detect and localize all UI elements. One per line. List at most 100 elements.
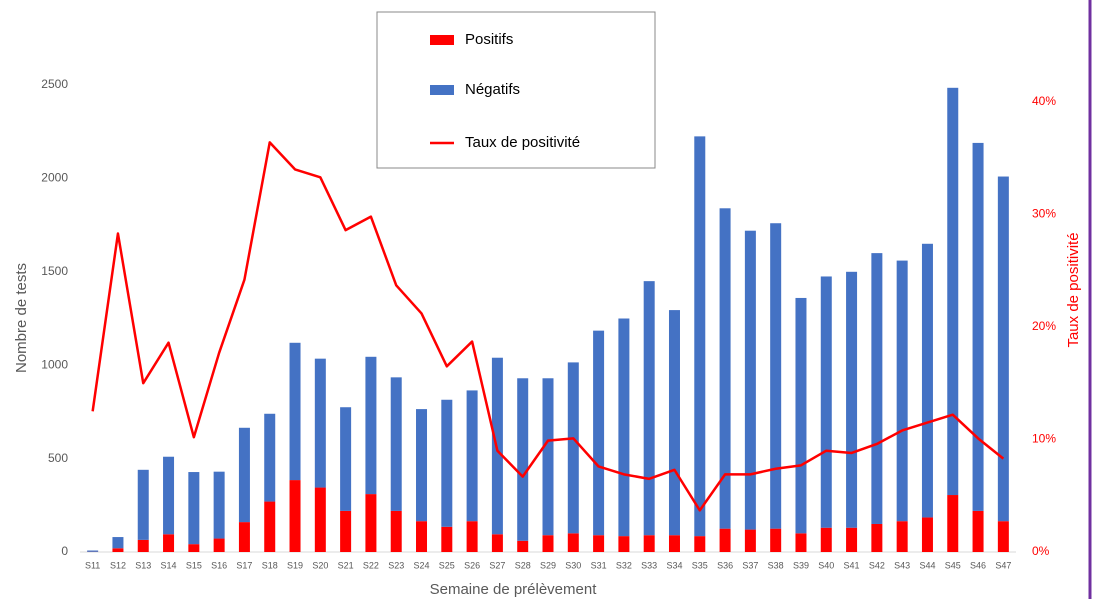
bar bbox=[694, 536, 705, 552]
bar bbox=[492, 534, 503, 552]
bar bbox=[947, 495, 958, 552]
bar bbox=[795, 533, 806, 552]
bar bbox=[315, 359, 326, 488]
x-tick-label: S30 bbox=[565, 560, 581, 570]
bar bbox=[897, 261, 908, 522]
bar bbox=[770, 223, 781, 528]
bar bbox=[239, 522, 250, 552]
bar bbox=[467, 521, 478, 552]
bar bbox=[315, 488, 326, 552]
x-tick-label: S36 bbox=[717, 560, 733, 570]
bar bbox=[644, 535, 655, 552]
bar bbox=[87, 551, 98, 552]
bar bbox=[821, 528, 832, 552]
legend-swatch bbox=[430, 85, 454, 95]
bar bbox=[568, 533, 579, 552]
x-tick-label: S15 bbox=[186, 560, 202, 570]
y2-tick-label: 30% bbox=[1032, 207, 1056, 221]
y2-tick-label: 40% bbox=[1032, 94, 1056, 108]
bar bbox=[112, 548, 123, 552]
x-tick-label: S44 bbox=[919, 560, 935, 570]
y2-tick-label: 10% bbox=[1032, 432, 1056, 446]
bar bbox=[138, 470, 149, 540]
x-tick-label: S19 bbox=[287, 560, 303, 570]
x-tick-label: S37 bbox=[742, 560, 758, 570]
y2-tick-label: 0% bbox=[1032, 544, 1050, 558]
bar bbox=[365, 357, 376, 494]
bar bbox=[138, 540, 149, 552]
bar bbox=[745, 530, 756, 552]
x-tick-label: S23 bbox=[388, 560, 404, 570]
x-tick-label: S39 bbox=[793, 560, 809, 570]
x-tick-label: S34 bbox=[666, 560, 682, 570]
x-tick-label: S12 bbox=[110, 560, 126, 570]
x-tick-label: S40 bbox=[818, 560, 834, 570]
bar bbox=[745, 231, 756, 530]
x-tick-label: S26 bbox=[464, 560, 480, 570]
y-tick-label: 500 bbox=[48, 451, 68, 465]
bar bbox=[795, 298, 806, 533]
y-tick-label: 1500 bbox=[41, 264, 68, 278]
legend-swatch bbox=[430, 35, 454, 45]
x-tick-label: S31 bbox=[591, 560, 607, 570]
bar bbox=[593, 331, 604, 536]
x-tick-label: S45 bbox=[945, 560, 961, 570]
x-tick-label: S20 bbox=[312, 560, 328, 570]
legend: Positifs Négatifs Taux de positivité bbox=[377, 12, 655, 168]
bar bbox=[998, 521, 1009, 552]
x-tick-label: S29 bbox=[540, 560, 556, 570]
bar bbox=[871, 524, 882, 552]
x-tick-label: S21 bbox=[338, 560, 354, 570]
bar bbox=[897, 521, 908, 552]
legend-label: Positifs bbox=[465, 31, 513, 48]
bar bbox=[188, 544, 199, 552]
bar bbox=[441, 527, 452, 552]
bar bbox=[947, 88, 958, 495]
bar bbox=[720, 529, 731, 552]
bar bbox=[441, 400, 452, 527]
bar bbox=[340, 407, 351, 511]
bar bbox=[922, 517, 933, 552]
bar bbox=[416, 521, 427, 552]
x-tick-label: S18 bbox=[262, 560, 278, 570]
bar bbox=[618, 319, 629, 537]
x-tick-label: S38 bbox=[768, 560, 784, 570]
x-tick-label: S32 bbox=[616, 560, 632, 570]
bar bbox=[871, 253, 882, 524]
bar bbox=[821, 276, 832, 527]
x-tick-label: S17 bbox=[236, 560, 252, 570]
y2-tick-label: 20% bbox=[1032, 319, 1056, 333]
bar bbox=[846, 272, 857, 528]
x-tick-label: S33 bbox=[641, 560, 657, 570]
bar bbox=[669, 310, 680, 535]
bar bbox=[112, 537, 123, 548]
x-axis-title: Semaine de prélèvement bbox=[430, 581, 598, 598]
bar bbox=[163, 534, 174, 552]
bar bbox=[517, 541, 528, 552]
y-axis-title: Nombre de tests bbox=[13, 263, 30, 373]
legend-label: Taux de positivité bbox=[465, 134, 580, 151]
x-tick-label: S14 bbox=[161, 560, 177, 570]
x-tick-label: S47 bbox=[995, 560, 1011, 570]
bar bbox=[264, 502, 275, 552]
bar bbox=[922, 244, 933, 518]
bar bbox=[973, 511, 984, 552]
x-tick-label: S35 bbox=[692, 560, 708, 570]
y2-axis-title: Taux de positivité bbox=[1065, 232, 1082, 347]
x-tick-label: S25 bbox=[439, 560, 455, 570]
x-tick-label: S11 bbox=[85, 560, 100, 570]
bar bbox=[290, 480, 301, 552]
y-tick-label: 0 bbox=[61, 544, 68, 558]
bar bbox=[644, 281, 655, 535]
bar bbox=[264, 414, 275, 502]
y-tick-label: 1000 bbox=[41, 357, 68, 371]
x-tick-label: S27 bbox=[489, 560, 505, 570]
bar bbox=[669, 535, 680, 552]
x-tick-label: S46 bbox=[970, 560, 986, 570]
bar bbox=[694, 136, 705, 536]
bar bbox=[391, 377, 402, 511]
bar bbox=[543, 378, 554, 535]
bar bbox=[416, 409, 427, 521]
x-tick-label: S22 bbox=[363, 560, 379, 570]
